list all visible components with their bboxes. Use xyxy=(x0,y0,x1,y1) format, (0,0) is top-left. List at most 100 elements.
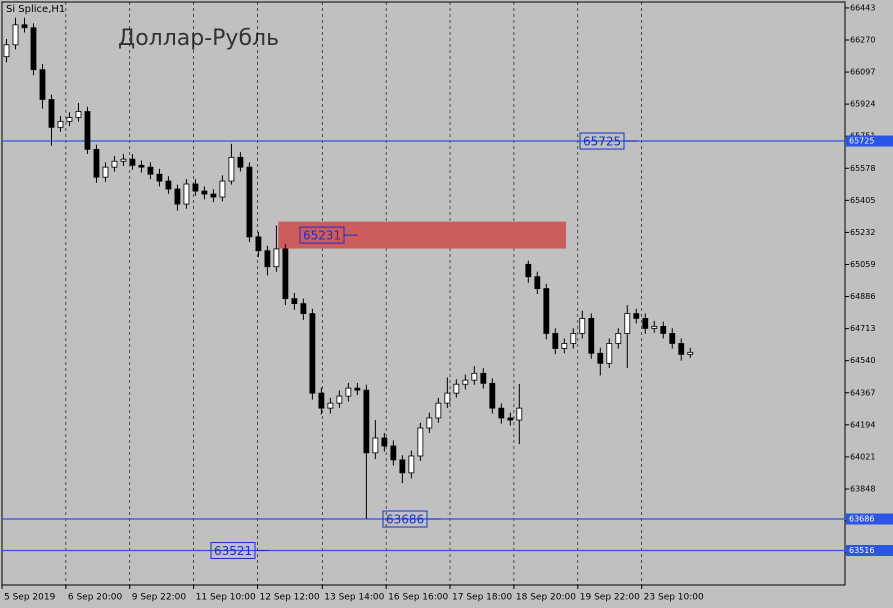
candle-body xyxy=(624,313,631,334)
x-tick-label: 13 Sep 14:00 xyxy=(324,593,384,603)
candle-body xyxy=(462,379,469,385)
candle-body xyxy=(300,303,307,315)
symbol-label: Si Splice,H1 xyxy=(6,4,65,15)
candle-body xyxy=(102,166,109,178)
candle-body xyxy=(543,288,550,334)
candle-body xyxy=(264,250,271,268)
y-tick-label: 63848 xyxy=(850,484,875,493)
y-tick-label: 65232 xyxy=(850,228,875,237)
candle-body xyxy=(165,180,172,190)
x-tick-label: 6 Sep 20:00 xyxy=(68,593,123,603)
candle-body xyxy=(21,24,28,29)
x-tick-label: 19 Sep 22:00 xyxy=(580,593,640,603)
candle-body xyxy=(516,407,523,421)
candle-body xyxy=(282,248,289,299)
candle-body xyxy=(678,343,685,355)
y-tick-label: 64021 xyxy=(850,452,875,461)
candle-body xyxy=(471,372,478,381)
y-tick-label: 65405 xyxy=(850,196,875,205)
candle-body xyxy=(534,276,541,289)
axis-price-tag xyxy=(846,135,893,147)
x-tick-label: 12 Sep 12:00 xyxy=(260,593,320,603)
annotation-label: 63686 xyxy=(386,513,424,527)
candle-body xyxy=(345,387,352,397)
y-tick-label: 65059 xyxy=(850,260,875,269)
x-tick-label: 16 Sep 16:00 xyxy=(388,593,448,603)
candle-body xyxy=(120,158,127,162)
candle-body xyxy=(525,263,532,278)
y-tick-label: 66443 xyxy=(850,3,875,12)
candle-body xyxy=(480,372,487,384)
candle-body xyxy=(588,318,595,354)
candle-body xyxy=(48,99,55,128)
candle-body xyxy=(390,445,397,461)
candle-body xyxy=(84,111,91,150)
candle-body xyxy=(75,111,82,118)
candle-body xyxy=(354,387,361,391)
candle-body xyxy=(228,156,235,182)
candle-body xyxy=(408,455,415,474)
candle-body xyxy=(219,180,226,198)
candle-body xyxy=(309,313,316,394)
candle-body xyxy=(417,427,424,457)
candle-body xyxy=(336,395,343,404)
label-box xyxy=(382,510,428,528)
candle-body xyxy=(489,382,496,409)
chart-title: Доллар-Рубль xyxy=(118,26,279,51)
candle-body xyxy=(651,326,658,329)
y-tick-label: 65924 xyxy=(850,100,875,109)
candle-body xyxy=(552,333,559,349)
candle-body xyxy=(453,383,460,394)
plot-frame xyxy=(1,1,846,586)
y-tick-label: 65578 xyxy=(850,164,875,173)
candle-body xyxy=(192,183,199,192)
candle-body xyxy=(12,24,19,46)
y-tick-label: 64194 xyxy=(850,420,875,429)
candle-body xyxy=(273,248,280,268)
candle-body xyxy=(183,183,190,205)
candle-body xyxy=(570,333,577,344)
candle-body xyxy=(129,158,136,166)
candle-body xyxy=(426,417,433,429)
candle-body xyxy=(669,333,676,344)
y-tick-label: 64540 xyxy=(850,356,875,365)
x-tick-label: 9 Sep 22:00 xyxy=(132,593,187,603)
x-tick-label: 11 Sep 10:00 xyxy=(196,593,256,603)
label-box xyxy=(299,226,345,244)
price-zone xyxy=(278,221,567,249)
candle-body xyxy=(687,351,694,355)
axis-price-tag xyxy=(846,513,893,525)
label-box xyxy=(579,132,625,150)
candle-body xyxy=(660,326,667,334)
candle-body xyxy=(3,44,10,58)
candle-body xyxy=(642,318,649,329)
candle-body xyxy=(93,148,100,178)
axis-price-label: 63686 xyxy=(849,515,874,524)
candle-body xyxy=(363,389,370,454)
candle-body xyxy=(399,459,406,474)
y-tick-label: 66097 xyxy=(850,68,875,77)
candle-body xyxy=(597,352,604,364)
candle-body xyxy=(174,188,181,205)
candle-body xyxy=(435,402,442,419)
candle-body xyxy=(498,407,505,419)
annotation-label: 65231 xyxy=(303,229,341,243)
candle-body xyxy=(291,298,298,305)
candle-body xyxy=(147,166,154,175)
y-tick-label: 66270 xyxy=(850,36,875,45)
axis-price-label: 63516 xyxy=(849,546,874,555)
candle-body xyxy=(561,343,568,349)
candle-body xyxy=(246,166,253,238)
candle-body xyxy=(318,392,325,409)
candle-body xyxy=(201,190,208,195)
x-tick-label: 23 Sep 10:00 xyxy=(644,593,704,603)
y-tick-label: 64886 xyxy=(850,292,875,301)
candle-body xyxy=(156,173,163,182)
candle-body xyxy=(39,69,46,100)
candle-body xyxy=(372,437,379,454)
candle-body xyxy=(237,156,244,168)
candle-body xyxy=(606,343,613,364)
candle-body xyxy=(444,392,451,404)
